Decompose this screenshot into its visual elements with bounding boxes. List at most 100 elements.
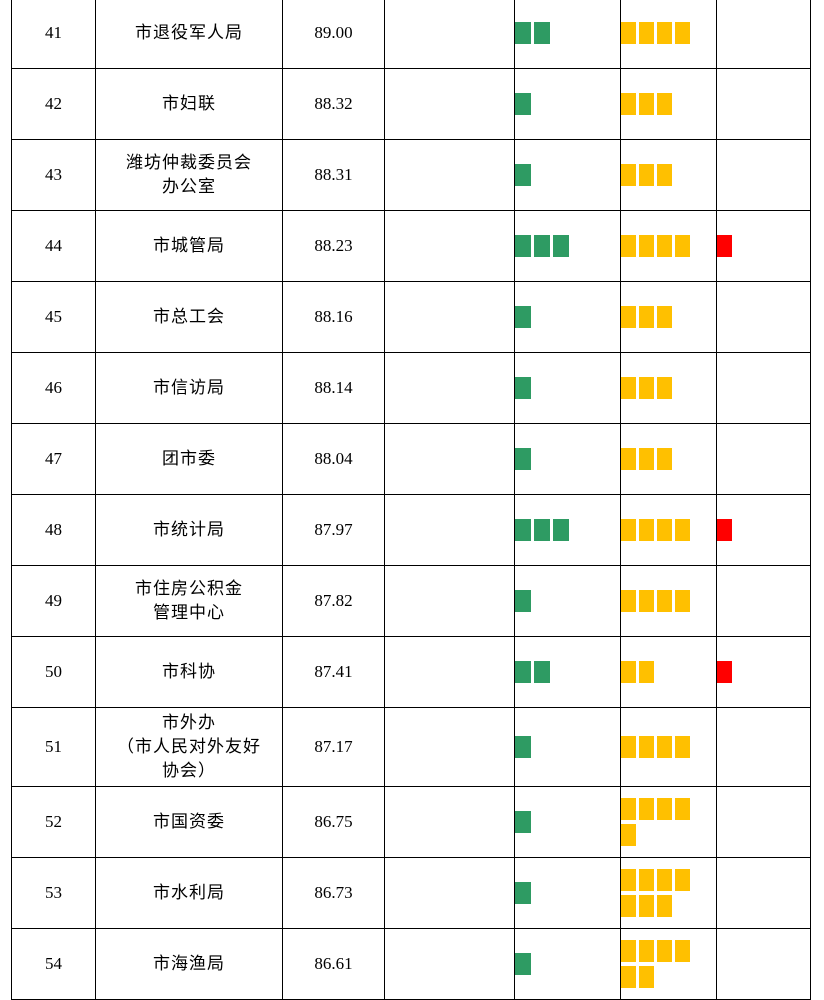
yellow-mark bbox=[675, 235, 690, 257]
yellow-marks-cell bbox=[620, 210, 717, 282]
rank-cell: 53 bbox=[11, 857, 96, 929]
yellow-mark bbox=[675, 519, 690, 541]
green-marks bbox=[515, 736, 599, 758]
score-cell: 87.97 bbox=[282, 494, 385, 566]
empty-cell bbox=[384, 0, 515, 69]
score-cell: 88.04 bbox=[282, 423, 385, 495]
score-cell: 88.14 bbox=[282, 352, 385, 424]
empty-cell bbox=[384, 139, 515, 211]
yellow-marks bbox=[621, 235, 705, 257]
department-name-cell: 市海渔局 bbox=[95, 928, 283, 1000]
empty-cell bbox=[384, 423, 515, 495]
empty-cell bbox=[384, 565, 515, 637]
green-marks-cell bbox=[514, 786, 621, 858]
yellow-marks bbox=[621, 448, 705, 470]
green-mark bbox=[515, 882, 531, 904]
table-row: 46 市信访局 88.14 bbox=[11, 352, 811, 424]
yellow-mark bbox=[621, 966, 636, 988]
yellow-mark bbox=[657, 736, 672, 758]
rank-cell: 54 bbox=[11, 928, 96, 1000]
green-mark bbox=[515, 448, 531, 470]
table-row: 47 团市委 88.04 bbox=[11, 423, 811, 495]
score-cell: 88.31 bbox=[282, 139, 385, 211]
department-name-line: 办公室 bbox=[162, 177, 216, 197]
yellow-mark bbox=[621, 235, 636, 257]
score-cell: 88.32 bbox=[282, 68, 385, 140]
score-cell: 86.73 bbox=[282, 857, 385, 929]
green-marks bbox=[515, 811, 599, 833]
rank-cell: 48 bbox=[11, 494, 96, 566]
department-name-cell: 市科协 bbox=[95, 636, 283, 708]
yellow-mark bbox=[657, 895, 672, 917]
red-mark bbox=[717, 519, 732, 541]
score-cell: 88.23 bbox=[282, 210, 385, 282]
red-mark bbox=[717, 661, 732, 683]
yellow-mark bbox=[621, 164, 636, 186]
yellow-mark bbox=[639, 966, 654, 988]
green-marks bbox=[515, 93, 599, 115]
yellow-mark bbox=[657, 93, 672, 115]
green-mark bbox=[515, 811, 531, 833]
green-marks-cell bbox=[514, 68, 621, 140]
yellow-mark bbox=[639, 377, 654, 399]
department-name-line: 市统计局 bbox=[153, 520, 225, 540]
department-name-cell: 市住房公积金 管理中心 bbox=[95, 565, 283, 637]
yellow-marks bbox=[621, 869, 705, 917]
green-marks-cell bbox=[514, 210, 621, 282]
yellow-mark bbox=[657, 377, 672, 399]
yellow-marks bbox=[621, 377, 705, 399]
green-mark bbox=[515, 377, 531, 399]
table-row: 52 市国资委 86.75 bbox=[11, 786, 811, 858]
yellow-mark bbox=[657, 869, 672, 891]
yellow-marks bbox=[621, 940, 705, 988]
yellow-marks-cell bbox=[620, 352, 717, 424]
table-row: 45 市总工会 88.16 bbox=[11, 281, 811, 353]
yellow-mark bbox=[657, 940, 672, 962]
empty-cell bbox=[384, 636, 515, 708]
empty-cell bbox=[384, 281, 515, 353]
department-name-line: 市城管局 bbox=[153, 236, 225, 256]
empty-cell bbox=[384, 352, 515, 424]
yellow-mark bbox=[639, 869, 654, 891]
table-row: 48 市统计局 87.97 bbox=[11, 494, 811, 566]
yellow-mark bbox=[639, 590, 654, 612]
red-marks bbox=[717, 519, 801, 541]
yellow-mark bbox=[621, 93, 636, 115]
green-mark bbox=[515, 93, 531, 115]
yellow-mark bbox=[621, 377, 636, 399]
yellow-mark bbox=[657, 306, 672, 328]
table-row: 53 市水利局 86.73 bbox=[11, 857, 811, 929]
red-marks-cell bbox=[716, 423, 811, 495]
empty-cell bbox=[384, 68, 515, 140]
yellow-mark bbox=[675, 940, 690, 962]
green-marks bbox=[515, 882, 599, 904]
green-marks bbox=[515, 377, 599, 399]
rank-cell: 46 bbox=[11, 352, 96, 424]
yellow-mark bbox=[639, 798, 654, 820]
green-marks-cell bbox=[514, 139, 621, 211]
yellow-mark bbox=[675, 798, 690, 820]
yellow-mark bbox=[621, 590, 636, 612]
yellow-mark bbox=[639, 448, 654, 470]
green-marks bbox=[515, 306, 599, 328]
red-marks bbox=[717, 661, 801, 683]
green-mark bbox=[515, 164, 531, 186]
green-marks-cell bbox=[514, 928, 621, 1000]
red-marks-cell bbox=[716, 636, 811, 708]
red-marks-cell bbox=[716, 68, 811, 140]
green-marks bbox=[515, 661, 599, 683]
yellow-mark bbox=[621, 736, 636, 758]
green-marks bbox=[515, 235, 599, 257]
green-mark bbox=[515, 661, 531, 683]
green-mark bbox=[515, 519, 531, 541]
score-table: 41 市退役军人局 89.00 42 市妇联 88.32 43 潍坊仲裁委员会 办公室 88.31… bbox=[11, 0, 811, 1000]
yellow-marks bbox=[621, 519, 705, 541]
red-marks-cell bbox=[716, 281, 811, 353]
green-marks-cell bbox=[514, 352, 621, 424]
yellow-marks-cell bbox=[620, 786, 717, 858]
green-marks bbox=[515, 22, 599, 44]
yellow-mark bbox=[621, 661, 636, 683]
yellow-marks bbox=[621, 661, 705, 683]
yellow-marks-cell bbox=[620, 707, 717, 787]
yellow-mark bbox=[621, 306, 636, 328]
